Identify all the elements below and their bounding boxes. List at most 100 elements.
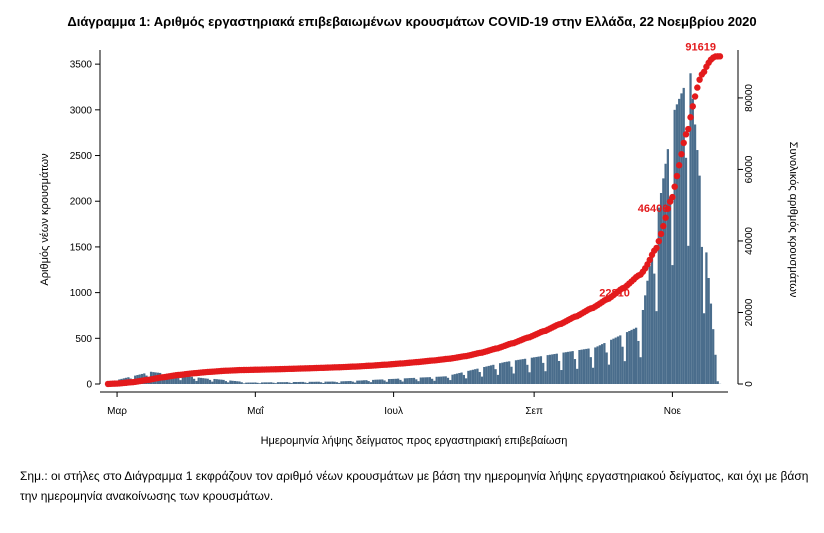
bar — [242, 383, 246, 384]
bar — [186, 376, 189, 384]
y-tick-label: 3000 — [70, 105, 93, 116]
cumulative-point — [662, 214, 669, 221]
bar — [204, 378, 207, 384]
bar — [644, 295, 647, 384]
bar — [421, 377, 425, 384]
bar — [449, 380, 452, 384]
bar — [331, 381, 334, 384]
bar — [272, 382, 275, 384]
bar — [319, 382, 323, 384]
bar — [496, 374, 499, 384]
bar — [378, 379, 382, 384]
bar — [594, 347, 597, 384]
cumulative-point — [676, 162, 683, 169]
bar — [446, 377, 450, 384]
bar — [580, 349, 583, 384]
bar — [245, 382, 248, 384]
bar — [183, 375, 187, 384]
bar — [224, 381, 227, 384]
bar — [340, 381, 343, 384]
bar — [233, 380, 237, 384]
bar — [589, 357, 592, 384]
bar — [295, 381, 298, 384]
x-tick-label: Μαρ — [107, 406, 127, 417]
bar — [598, 345, 601, 384]
cumulative-point — [685, 125, 692, 133]
bar — [211, 381, 214, 384]
bar — [680, 93, 683, 384]
bar — [376, 379, 379, 384]
bar — [582, 349, 586, 384]
y-tick-label: 500 — [75, 334, 92, 345]
bar — [591, 367, 595, 384]
bar — [261, 382, 264, 384]
cumulative-point — [682, 131, 690, 138]
bar — [576, 368, 579, 384]
bar — [274, 383, 277, 384]
bar — [403, 378, 407, 384]
bar — [573, 359, 577, 384]
bar — [360, 380, 363, 384]
bar — [193, 378, 196, 384]
bar — [666, 149, 669, 384]
bar — [458, 373, 461, 384]
bar — [453, 374, 456, 384]
bar — [285, 382, 289, 384]
y2-tick-label: 0 — [744, 381, 755, 387]
bar — [689, 73, 692, 384]
bar — [433, 380, 436, 384]
bar — [367, 381, 370, 384]
bar — [229, 380, 232, 384]
cumulative-line — [104, 53, 724, 388]
bar — [669, 196, 672, 384]
bar — [693, 124, 697, 385]
bar — [508, 361, 511, 384]
cumulative-point — [655, 237, 662, 245]
bar — [503, 362, 506, 384]
bar — [709, 303, 713, 384]
bar — [614, 337, 617, 384]
bar — [471, 369, 475, 384]
bar — [648, 266, 651, 384]
annotations: 22810 46406 91619 — [599, 41, 716, 299]
cumulative-point — [716, 53, 724, 60]
bar — [240, 382, 243, 384]
bar — [177, 377, 180, 384]
bar — [664, 163, 667, 384]
bar — [301, 381, 305, 384]
bar — [625, 332, 629, 384]
bar — [716, 381, 719, 384]
bar — [238, 381, 241, 384]
bar — [455, 373, 459, 384]
bar — [263, 382, 266, 384]
y-tick-label: 3500 — [70, 60, 93, 71]
bar — [476, 368, 479, 384]
bar — [351, 381, 354, 384]
x-tick-label: Μαΐ — [247, 405, 264, 417]
bar — [678, 98, 681, 385]
bar — [297, 381, 300, 384]
y2-tick-label: 80000 — [744, 84, 755, 112]
bar — [329, 381, 332, 384]
bar — [338, 382, 341, 384]
bar — [265, 382, 268, 384]
bar — [249, 382, 252, 384]
bar — [247, 382, 250, 384]
bar — [424, 377, 427, 384]
bar — [417, 381, 420, 384]
bar — [539, 356, 543, 384]
bar — [567, 351, 570, 384]
bar — [392, 378, 395, 384]
bar — [542, 362, 545, 384]
bar — [637, 340, 640, 384]
bar — [315, 381, 318, 384]
bars — [106, 73, 722, 385]
bar — [290, 383, 293, 384]
x-tick-label: Νοε — [664, 406, 682, 417]
bar — [353, 382, 357, 384]
cumulative-point — [691, 93, 699, 100]
bar — [510, 366, 513, 384]
bar — [526, 364, 529, 384]
bar — [369, 382, 373, 384]
bar — [163, 379, 166, 384]
